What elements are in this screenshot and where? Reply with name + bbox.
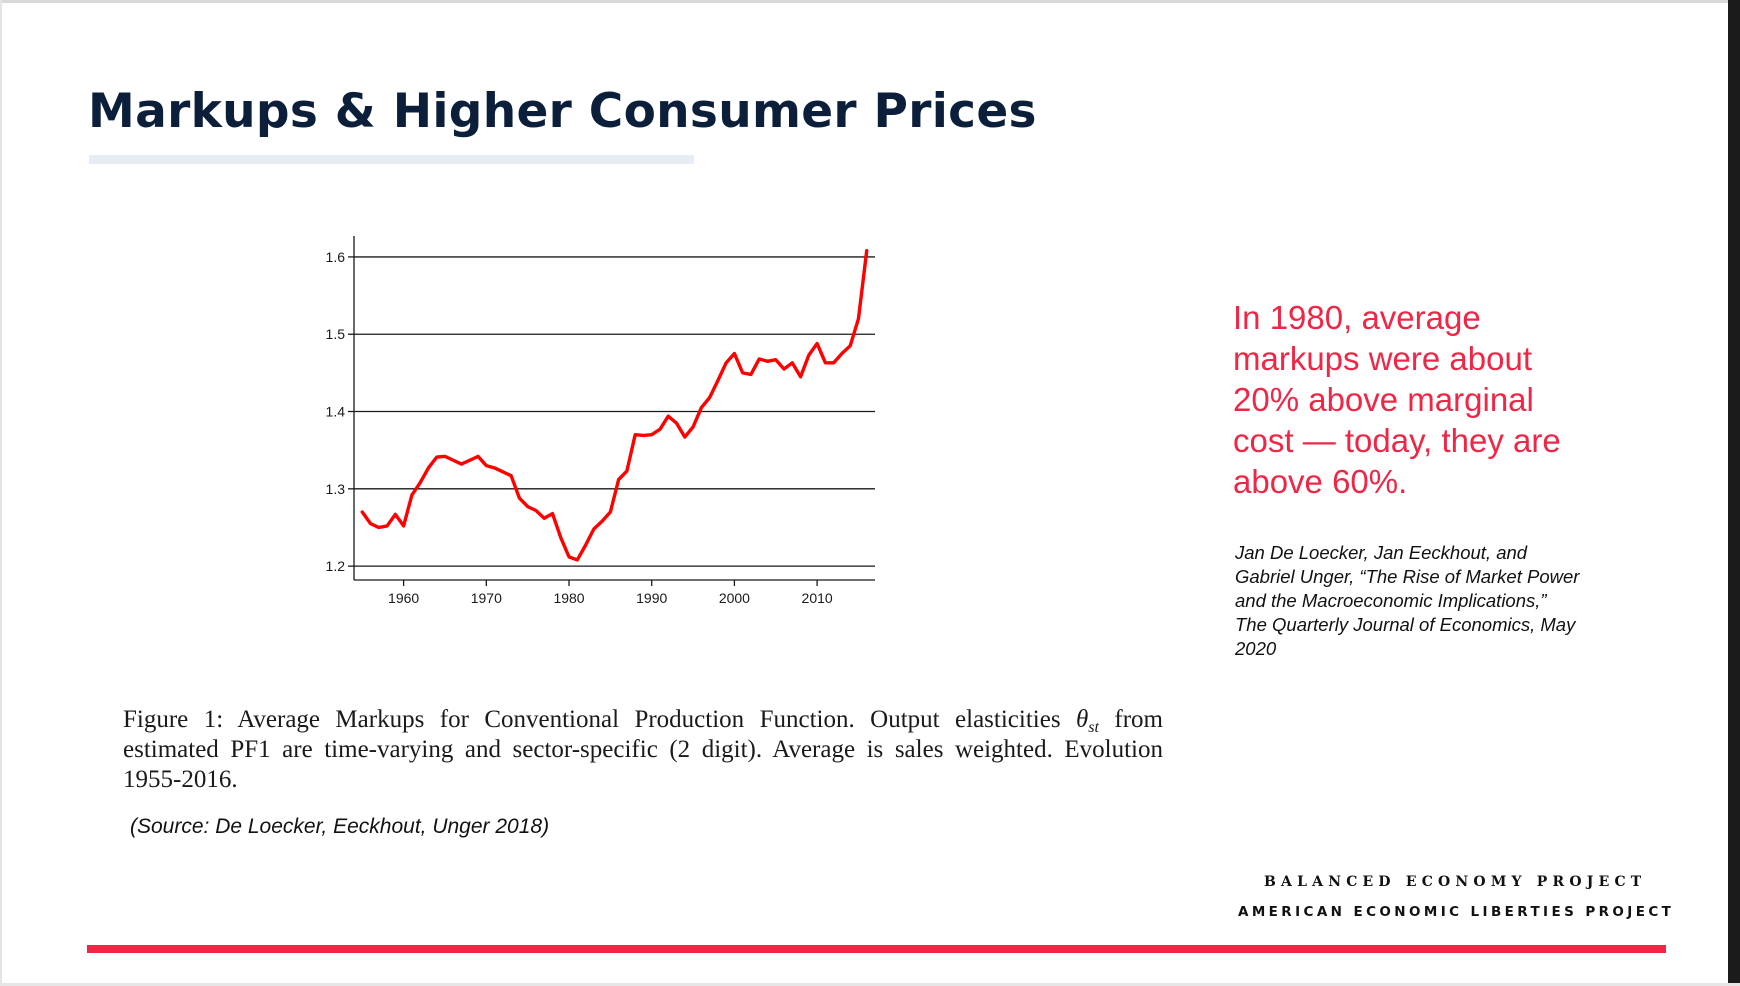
citation-text: Jan De Loecker, Jan Eeckhout, and Gabrie… bbox=[1235, 542, 1580, 659]
org-balanced-economy: BALANCED ECONOMY PROJECT bbox=[1264, 874, 1647, 890]
caption-text-start: Figure 1: Average Markups for Convention… bbox=[123, 706, 1076, 733]
window-left-border bbox=[0, 0, 2, 986]
x-tick-label: 1980 bbox=[553, 590, 584, 606]
source-note: (Source: De Loecker, Eeckhout, Unger 201… bbox=[130, 815, 550, 838]
x-tick-label: 1960 bbox=[388, 590, 419, 606]
figure-caption: Figure 1: Average Markups for Convention… bbox=[123, 705, 1163, 795]
markup-chart: 1.2 1.3 1.4 1.5 1.6 1960 1970 1980 1990 2000 2010 bbox=[300, 230, 990, 670]
x-tick-label: 2000 bbox=[719, 590, 750, 606]
y-tick-label: 1.4 bbox=[326, 404, 346, 420]
org-american-economic-liberties: AMERICAN ECONOMIC LIBERTIES PROJECT bbox=[1238, 904, 1675, 920]
window-right-edge bbox=[1728, 0, 1740, 986]
caption-theta-subscript: st bbox=[1088, 719, 1099, 736]
x-tick-label: 1990 bbox=[636, 590, 667, 606]
window-bottom-border bbox=[0, 983, 1740, 986]
callout-text: In 1980, average markups were about 20% … bbox=[1233, 299, 1561, 500]
y-tick-label: 1.3 bbox=[326, 481, 346, 497]
y-tick-label: 1.2 bbox=[326, 558, 346, 574]
slide-title: Markups & Higher Consumer Prices bbox=[88, 84, 1037, 139]
x-tick-label: 2010 bbox=[802, 590, 833, 606]
caption-theta-symbol: θ bbox=[1076, 706, 1089, 733]
markup-line-chart: 1.2 1.3 1.4 1.5 1.6 1960 1970 1980 1990 2000 2010 bbox=[326, 236, 875, 606]
markup-series-line bbox=[360, 249, 869, 562]
title-underline bbox=[89, 155, 694, 164]
y-tick-label: 1.6 bbox=[326, 249, 346, 265]
window-top-border bbox=[0, 0, 1740, 3]
y-tick-label: 1.5 bbox=[326, 326, 346, 342]
x-tick-label: 1970 bbox=[471, 590, 502, 606]
footer-accent-bar bbox=[87, 945, 1666, 953]
caption-text-end: from estimated PF1 are time-varying and … bbox=[123, 706, 1163, 793]
